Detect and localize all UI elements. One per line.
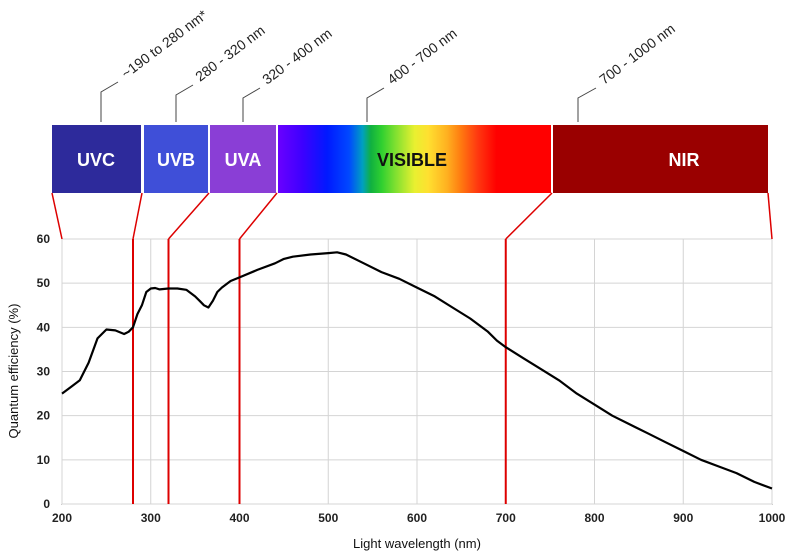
x-tick-label-200: 200 bbox=[52, 511, 72, 525]
x-tick-label-800: 800 bbox=[584, 511, 604, 525]
band-uvc bbox=[52, 125, 141, 193]
band-visible-label: VISIBLE bbox=[377, 150, 447, 170]
x-tick-label-500: 500 bbox=[318, 511, 338, 525]
x-tick-label-600: 600 bbox=[407, 511, 427, 525]
callout-line-uvc bbox=[100, 81, 119, 122]
spectrum-bar: UVC UVB UVA VISIBLE NIR bbox=[52, 125, 768, 193]
x-axis-label: Light wavelength (nm) bbox=[353, 536, 481, 551]
callout-line-nir bbox=[577, 87, 597, 122]
y-tick-label-20: 20 bbox=[37, 409, 51, 423]
band-uvb bbox=[144, 125, 208, 193]
x-tick-label-1000: 1000 bbox=[759, 511, 786, 525]
connector-right-edge bbox=[767, 192, 773, 240]
range-callouts: ~190 to 280 nm* 280 - 320 nm 320 - 400 n… bbox=[100, 6, 678, 122]
band-uvc-label: UVC bbox=[77, 150, 115, 170]
range-label-uvb: 280 - 320 nm bbox=[192, 22, 268, 84]
y-tick-label-40: 40 bbox=[37, 320, 51, 334]
y-tick-label-50: 50 bbox=[37, 276, 51, 290]
y-axis-label: Quantum efficiency (%) bbox=[6, 304, 21, 439]
callout-line-visible bbox=[366, 87, 385, 122]
x-tick-label-400: 400 bbox=[229, 511, 249, 525]
series-line-0 bbox=[61, 251, 773, 490]
band-uvb-label: UVB bbox=[157, 150, 195, 170]
x-tick-label-700: 700 bbox=[496, 511, 516, 525]
band-connectors bbox=[51, 192, 773, 504]
callout-line-uvb bbox=[175, 84, 194, 122]
band-uva bbox=[210, 125, 276, 193]
y-tick-label-0: 0 bbox=[43, 497, 50, 511]
x-tick-label-900: 900 bbox=[673, 511, 693, 525]
y-tick-label-60: 60 bbox=[37, 232, 51, 246]
band-uva-label: UVA bbox=[225, 150, 262, 170]
y-tick-label-10: 10 bbox=[37, 453, 51, 467]
connector-left-edge bbox=[51, 192, 63, 240]
y-tick-label-30: 30 bbox=[37, 365, 51, 379]
connector-diagonal-320 bbox=[167, 192, 210, 240]
x-tick-labels: 200 300 400 500 600 700 800 900 1000 bbox=[52, 511, 786, 525]
range-label-nir: 700 - 1000 nm bbox=[596, 20, 678, 87]
x-tick-label-300: 300 bbox=[141, 511, 161, 525]
range-label-visible: 400 - 700 nm bbox=[384, 25, 460, 87]
range-label-uva: 320 - 400 nm bbox=[259, 25, 335, 87]
callout-line-uva bbox=[242, 87, 261, 122]
band-nir-label: NIR bbox=[669, 150, 700, 170]
series-group bbox=[61, 251, 773, 490]
band-visible bbox=[278, 125, 551, 193]
connector-diagonal-280 bbox=[132, 192, 143, 240]
y-tick-labels: 0 10 20 30 40 50 60 bbox=[37, 232, 51, 511]
band-nir bbox=[553, 125, 768, 193]
connector-diagonal-400 bbox=[238, 192, 278, 240]
connector-diagonal-700 bbox=[505, 192, 553, 240]
